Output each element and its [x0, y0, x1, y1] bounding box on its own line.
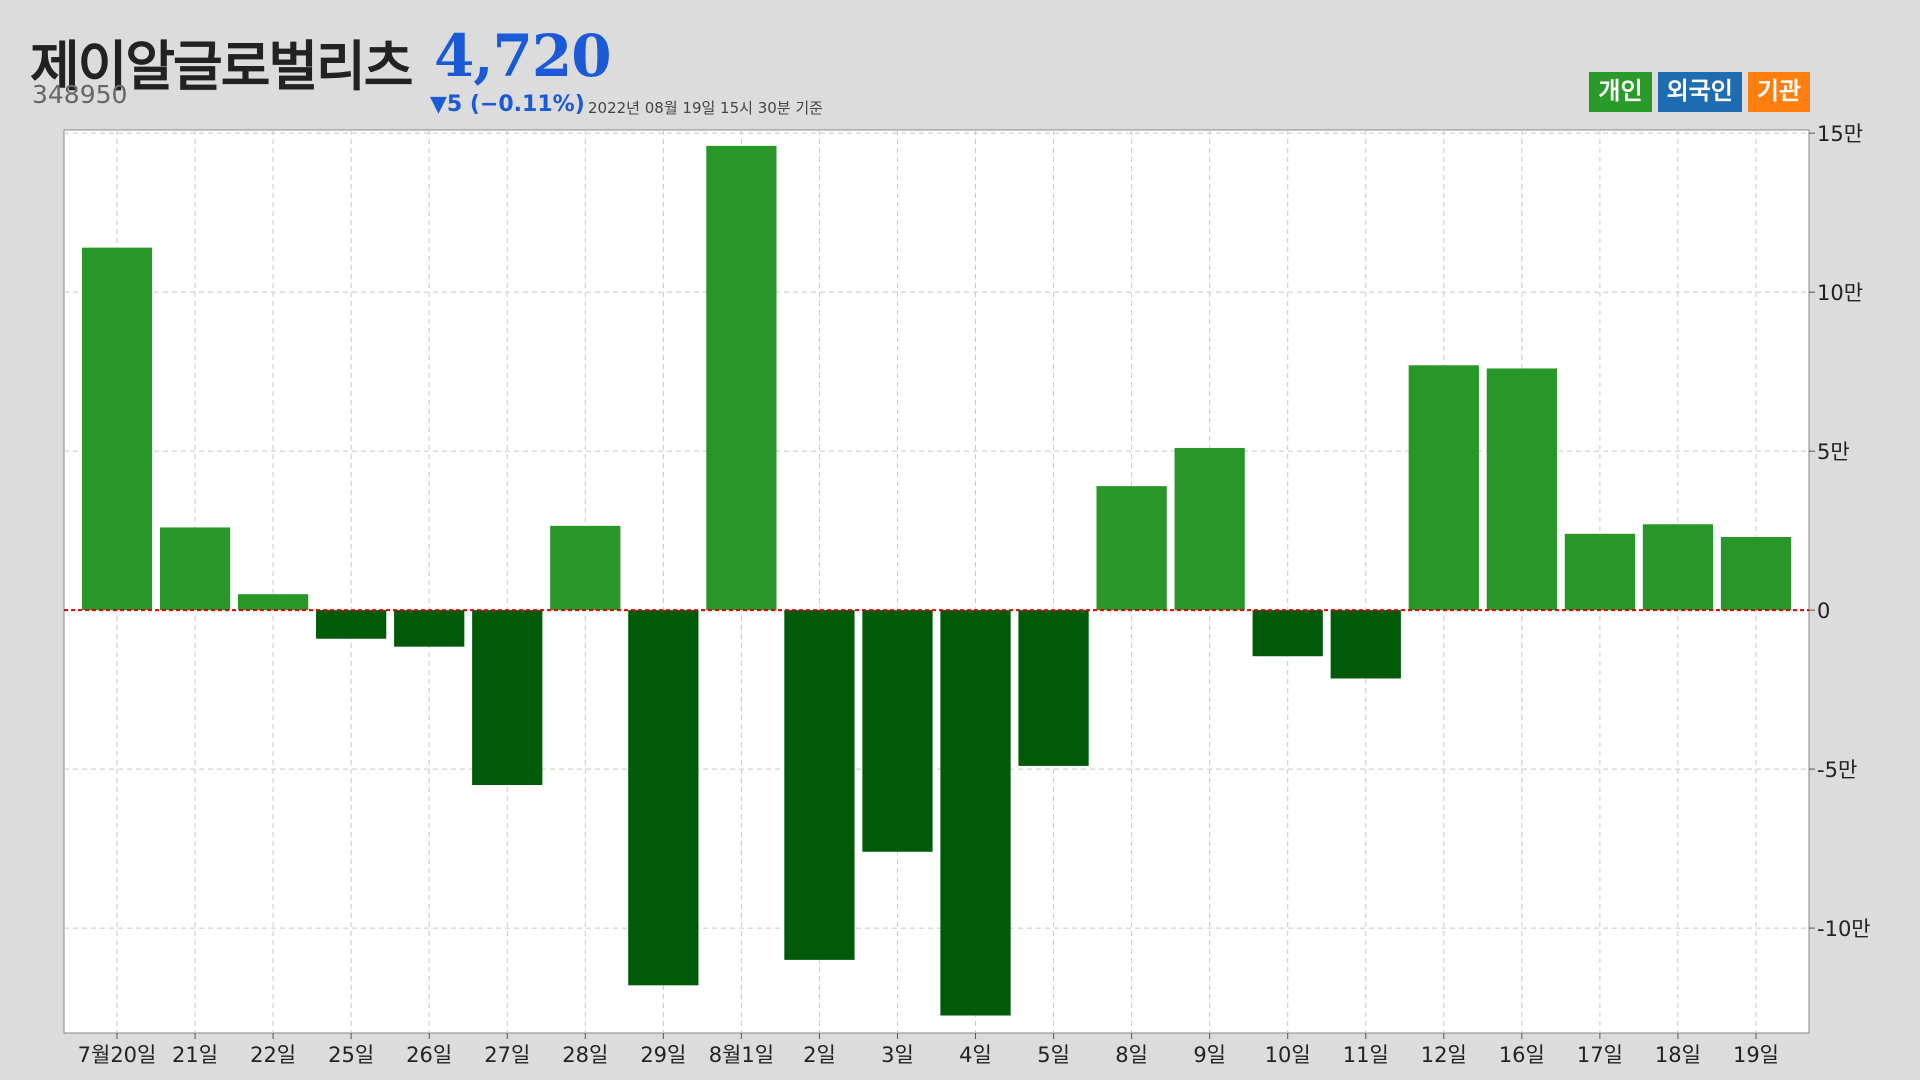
bar	[394, 610, 465, 647]
bar	[159, 527, 231, 611]
bar	[316, 610, 387, 639]
legend-foreign[interactable]: 외국인	[1657, 72, 1742, 112]
x-tick-label: 18일	[1655, 1043, 1701, 1067]
x-tick-label: 28일	[562, 1043, 608, 1067]
bar	[81, 247, 153, 611]
bar	[1174, 447, 1245, 611]
x-tick-label: 22일	[250, 1043, 296, 1067]
x-tick-label: 10일	[1265, 1043, 1311, 1067]
bar	[628, 610, 699, 986]
x-tick-label: 12일	[1421, 1043, 1467, 1067]
bar	[1252, 610, 1323, 657]
bar	[550, 525, 621, 611]
bar	[1564, 533, 1636, 611]
stock-code: 348950	[32, 80, 128, 109]
bar	[1720, 536, 1792, 611]
bar	[1408, 365, 1479, 611]
x-tick-label: 4일	[959, 1043, 992, 1067]
x-tick-label: 27일	[484, 1043, 530, 1067]
legend: 개인 외국인 기관	[1589, 72, 1810, 112]
x-tick-label: 26일	[406, 1043, 452, 1067]
y-tick-label: -5만	[1817, 758, 1857, 782]
x-tick-label: 8월1일	[709, 1043, 774, 1067]
x-tick-label: 29일	[640, 1043, 686, 1067]
bar	[1018, 610, 1089, 766]
bar	[940, 610, 1011, 1016]
y-tick-label: -10만	[1817, 917, 1871, 941]
x-tick-label: 7월20일	[78, 1043, 157, 1067]
x-tick-label: 21일	[172, 1043, 218, 1067]
y-tick-label: 15만	[1817, 122, 1863, 146]
x-tick-label: 16일	[1499, 1043, 1545, 1067]
current-price: 4,720	[434, 22, 612, 90]
timestamp: 2022년 08월 19일 15시 30분 기준	[588, 99, 823, 117]
y-tick-label: 10만	[1817, 281, 1863, 305]
x-tick-label: 9일	[1193, 1043, 1226, 1067]
x-tick-label: 19일	[1733, 1043, 1779, 1067]
x-tick-label: 17일	[1577, 1043, 1623, 1067]
x-tick-label: 8일	[1115, 1043, 1148, 1067]
x-tick-label: 3일	[881, 1043, 914, 1067]
y-tick-label: 0	[1817, 599, 1830, 623]
bar	[472, 610, 543, 785]
x-tick-label: 2일	[803, 1043, 836, 1067]
bar	[1486, 368, 1557, 611]
bar	[1330, 610, 1401, 679]
bar	[1642, 524, 1714, 611]
x-tick-label: 11일	[1343, 1043, 1389, 1067]
bar	[1096, 486, 1167, 611]
stock-name: 제이알글로벌리츠	[30, 35, 413, 98]
legend-institution[interactable]: 기관	[1747, 72, 1810, 112]
bar	[862, 610, 933, 852]
x-tick-label: 5일	[1037, 1043, 1070, 1067]
y-tick-label: 5만	[1817, 440, 1850, 464]
bar	[237, 594, 309, 611]
bar	[784, 610, 855, 960]
legend-individual[interactable]: 개인	[1589, 72, 1652, 112]
price-change: ▼5 (−0.11%)	[430, 92, 585, 117]
x-tick-label: 25일	[328, 1043, 374, 1067]
bar	[706, 145, 777, 611]
